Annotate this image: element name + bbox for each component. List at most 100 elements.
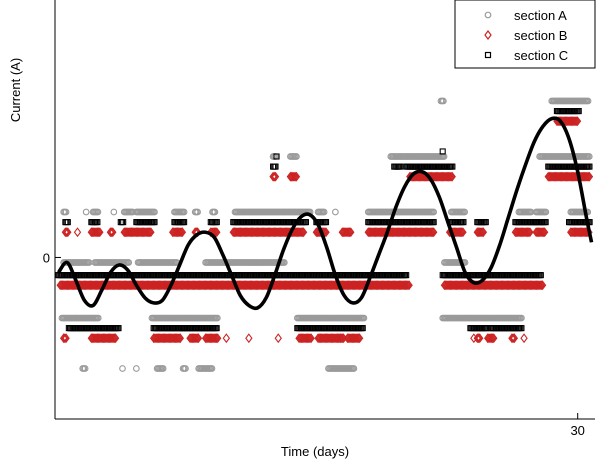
- data-point: [487, 333, 496, 344]
- data-point: [73, 227, 82, 238]
- data-point: [575, 108, 582, 115]
- data-point: [213, 219, 220, 226]
- data-point: [478, 227, 486, 238]
- data-point: [479, 227, 488, 238]
- data-point: [302, 219, 310, 226]
- data-point: [290, 171, 298, 182]
- data-point: [490, 333, 498, 344]
- x-axis-title: Time (days): [281, 444, 349, 459]
- data-point: [181, 219, 188, 226]
- data-point: [61, 227, 70, 238]
- axes: 0 30 Time (days) Current (A): [8, 0, 595, 459]
- data-point: [211, 208, 219, 216]
- legend-box: [454, 0, 596, 69]
- data-point: [212, 333, 221, 344]
- data-point: [537, 280, 546, 291]
- data-point: [542, 219, 549, 226]
- data-point: [145, 227, 154, 238]
- data-point: [321, 227, 329, 238]
- x-tick-label: 30: [570, 423, 584, 438]
- data-point: [110, 208, 118, 216]
- data-point: [94, 227, 103, 238]
- data-point: [584, 97, 592, 105]
- data-point: [332, 208, 339, 216]
- data-point: [572, 116, 580, 127]
- data-point: [272, 163, 279, 170]
- data-point: [270, 171, 278, 182]
- legend: section A section B section C: [454, 0, 596, 69]
- data-point: [194, 333, 203, 344]
- data-point: [147, 227, 155, 238]
- data-point: [526, 227, 534, 238]
- data-point: [573, 116, 582, 127]
- data-point: [439, 148, 446, 155]
- data-point: [151, 208, 158, 216]
- data-point: [211, 333, 219, 344]
- data-point: [194, 208, 201, 216]
- data-point: [159, 365, 167, 372]
- data-point: [119, 365, 126, 372]
- data-point: [94, 219, 101, 226]
- data-point: [61, 333, 69, 344]
- data-point: [82, 208, 90, 216]
- data-point: [213, 325, 220, 332]
- data-point: [488, 333, 497, 344]
- data-point: [109, 227, 117, 238]
- data-point: [320, 208, 328, 216]
- data-point: [338, 333, 346, 344]
- data-point: [584, 171, 592, 182]
- data-point: [360, 314, 368, 322]
- data-point: [586, 163, 593, 170]
- data-point: [520, 333, 528, 344]
- data-point: [344, 227, 353, 238]
- data-point: [176, 227, 184, 238]
- data-point: [306, 333, 314, 344]
- data-point: [291, 171, 299, 182]
- data-point: [109, 333, 117, 344]
- data-point: [458, 227, 466, 238]
- data-point: [585, 171, 594, 182]
- data-point: [214, 333, 222, 344]
- data-point: [192, 333, 200, 344]
- data-point: [293, 153, 300, 160]
- data-point: [571, 116, 579, 127]
- data-point: [447, 171, 455, 182]
- data-point: [428, 227, 437, 238]
- data-point: [537, 272, 544, 279]
- data-point: [353, 333, 361, 344]
- data-point: [540, 227, 549, 238]
- data-point: [120, 219, 127, 226]
- data-point: [345, 227, 354, 238]
- data-point: [459, 227, 467, 238]
- data-point: [292, 171, 301, 182]
- data-point: [440, 97, 447, 105]
- data-point: [93, 227, 102, 238]
- data-point: [477, 227, 485, 238]
- y-tick-label: 0: [43, 250, 50, 265]
- data-point: [411, 163, 419, 170]
- data-point: [350, 365, 358, 372]
- data-point: [347, 227, 355, 238]
- data-point: [508, 333, 516, 344]
- data-point: [299, 227, 308, 238]
- data-point: [518, 314, 525, 322]
- data-point: [359, 325, 366, 332]
- data-point: [403, 272, 410, 279]
- data-point: [536, 280, 544, 291]
- data-point: [518, 325, 525, 332]
- data-point: [397, 163, 404, 170]
- data-point: [269, 171, 277, 182]
- data-point: [405, 280, 413, 291]
- data-point: [305, 333, 313, 344]
- data-point: [62, 227, 71, 238]
- data-point: [107, 227, 116, 238]
- data-point: [81, 365, 89, 372]
- data-point: [430, 219, 437, 226]
- data-point: [539, 227, 548, 238]
- data-point: [427, 227, 435, 238]
- data-point: [213, 227, 221, 238]
- data-point: [208, 365, 216, 372]
- data-point: [510, 333, 519, 344]
- data-point: [214, 314, 221, 322]
- legend-marker-section-a: [484, 11, 492, 19]
